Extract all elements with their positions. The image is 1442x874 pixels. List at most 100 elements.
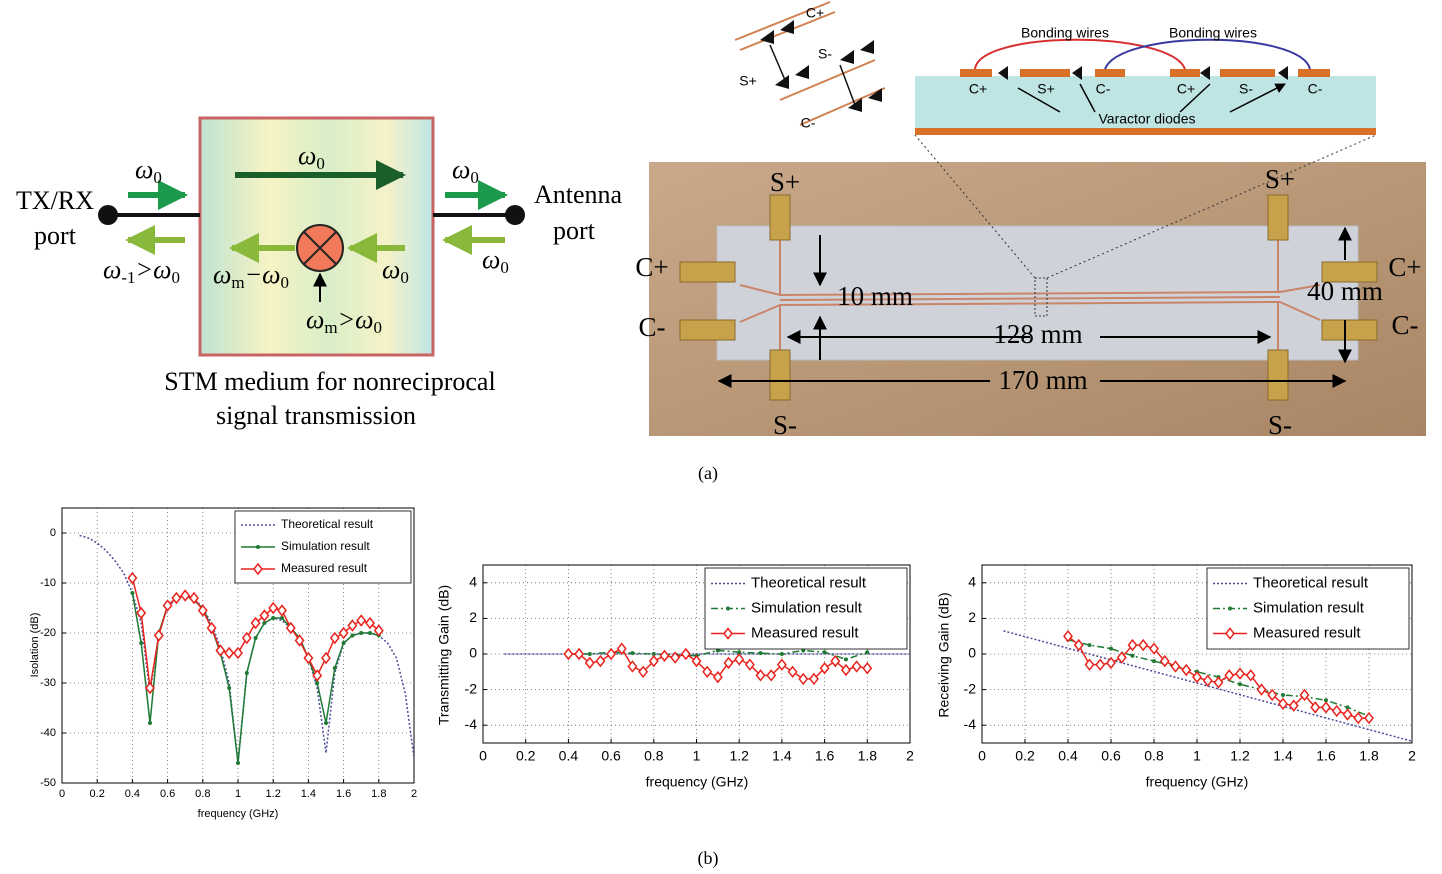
subscript: 0 [400, 268, 409, 287]
x-tick-label: 0.6 [160, 788, 175, 800]
y-tick-label: 2 [469, 609, 477, 625]
data-point [1138, 638, 1149, 652]
data-point [830, 654, 841, 668]
label: 170 mm [998, 365, 1087, 395]
symbol: ω [482, 245, 500, 274]
y-tick-label: 4 [968, 574, 976, 590]
inset-wires [769, 44, 856, 106]
label: 10 mm [837, 281, 913, 311]
data-point [606, 647, 617, 661]
data-point [262, 621, 267, 625]
y-tick-label: 0 [968, 645, 976, 661]
chart: 0 0.2 0.4 0.6 0.8 1 1.2 1.4 1.6 1.8 2 4 2 0 -2 -4 freque… [936, 564, 1416, 790]
subscript: -1 [121, 268, 135, 287]
label: C+ [806, 5, 824, 21]
data-point [1267, 688, 1278, 702]
data-point [659, 649, 670, 662]
ground-plane [915, 128, 1376, 135]
subscript: 0 [470, 168, 479, 187]
bonding-wire [974, 38, 1186, 70]
data-point [744, 658, 755, 671]
data-point [1127, 638, 1138, 652]
y-tick-label: 0 [469, 645, 477, 661]
label: C+ [635, 252, 668, 282]
data-point [1321, 701, 1331, 714]
omega-label: ω0 [135, 155, 162, 187]
x-tick-label: 0.6 [601, 748, 621, 764]
legend-marker [1225, 627, 1235, 640]
inset-labels: Bonding wires Bonding wires C+ S+ C- C+ S- C- Va… [969, 25, 1323, 127]
data-point [127, 571, 138, 585]
y-tick-label: 0 [50, 527, 56, 539]
label: S- [818, 46, 832, 62]
data-point [648, 654, 659, 668]
mixer-cross [303, 231, 337, 265]
label: 128 mm [993, 319, 1082, 349]
strips [960, 69, 1330, 77]
x-tick-label: 1 [693, 748, 701, 764]
data-point [680, 647, 691, 661]
y-tick-label: -10 [40, 577, 56, 589]
data-point [1256, 683, 1267, 696]
data-point [798, 672, 809, 686]
data-point [171, 591, 182, 605]
x-tick-label: 1.2 [729, 748, 749, 764]
photo: S+ S+ C+ C- C+ C- S- S- 10 mm 128 mm 40 mm 170 mm [635, 134, 1426, 440]
symbol: ω [213, 260, 231, 289]
legend-marker [256, 545, 260, 549]
data-point [651, 652, 656, 656]
data-point [244, 671, 249, 675]
data-point [766, 669, 777, 682]
data-point [197, 604, 208, 617]
legend-marker [726, 606, 730, 611]
legend-box [1206, 567, 1410, 650]
data-point [1299, 688, 1310, 702]
label: S+ [1265, 164, 1295, 194]
y-axis-label: Receiving Gain (dB) [936, 592, 952, 717]
port-dot [505, 205, 525, 225]
data-point [241, 631, 252, 645]
data-point [723, 656, 734, 670]
data-point [563, 647, 574, 661]
data-point [1281, 692, 1285, 697]
data-point [271, 616, 276, 620]
legend-label: Simulation result [281, 539, 370, 553]
data-point [368, 631, 372, 635]
data-point [1235, 667, 1245, 680]
x-tick-label: 0 [59, 788, 65, 800]
data-point [236, 761, 240, 765]
legend-label: Simulation result [1253, 599, 1365, 616]
data-point [851, 660, 862, 673]
port-label: port [34, 221, 77, 250]
symbol: >ω [338, 305, 374, 334]
data-point [1181, 663, 1192, 677]
series-group [79, 534, 414, 765]
inset-left: C+ S- S+ C- [734, 1, 886, 131]
data-point [1130, 653, 1135, 658]
x-tick-label: 1 [1193, 748, 1201, 764]
diodes [760, 20, 882, 112]
data-point [1310, 701, 1321, 714]
legend-marker [253, 562, 263, 576]
y-tick-label: -2 [465, 680, 478, 696]
data-point [373, 624, 384, 637]
subscript: 0 [374, 318, 383, 337]
data-point [712, 670, 723, 684]
data-point [1238, 682, 1242, 687]
data-point [1159, 654, 1170, 668]
x-tick-label: 0.4 [1058, 748, 1078, 764]
data-point [136, 606, 147, 620]
data-point [329, 631, 340, 645]
x-tick-label: 1.2 [266, 788, 281, 800]
data-point [347, 619, 358, 632]
data-point [1192, 670, 1202, 684]
label: C- [1308, 81, 1323, 97]
y-tick-label: -50 [40, 777, 56, 789]
omega-label: ω0 [482, 245, 509, 277]
label: S+ [1037, 81, 1055, 97]
data-point [808, 672, 819, 686]
x-tick-label: 1 [235, 788, 241, 800]
inset-right: Bonding wires Bonding wires C+ S+ C- C+ S- C- Va… [915, 25, 1376, 135]
data-point [321, 651, 331, 665]
subscript: 0 [171, 268, 180, 287]
